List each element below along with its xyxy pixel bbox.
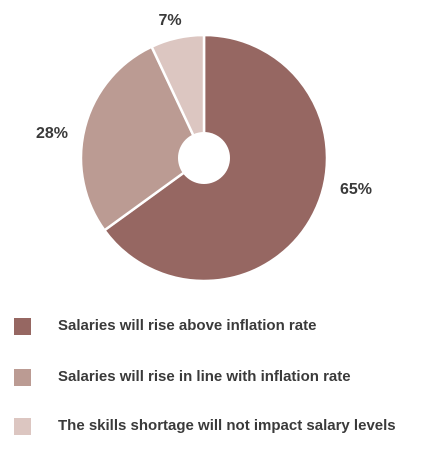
slice-label-in-line-inflation: 28%	[36, 125, 68, 142]
legend-swatch	[14, 418, 31, 435]
slice-in-line-inflation	[79, 45, 206, 232]
legend-item-in-line-inflation: Salaries will rise in line with inflatio…	[14, 367, 428, 386]
legend-item-above-inflation: Salaries will rise above inflation rate	[14, 316, 428, 335]
slice-label-above-inflation: 65%	[340, 181, 372, 198]
slice-no-impact	[150, 33, 206, 160]
donut-hole	[178, 132, 230, 184]
legend-item-no-impact: The skills shortage will not impact sala…	[14, 416, 428, 435]
legend-swatch	[14, 369, 31, 386]
donut-chart: 65% 28% 7%	[36, 12, 372, 283]
slice-label-no-impact: 7%	[158, 12, 181, 29]
legend-label: Salaries will rise in line with inflatio…	[58, 368, 351, 385]
legend-label: The skills shortage will not impact sala…	[58, 417, 396, 434]
legend-label: Salaries will rise above inflation rate	[58, 317, 317, 334]
legend-swatch	[14, 318, 31, 335]
